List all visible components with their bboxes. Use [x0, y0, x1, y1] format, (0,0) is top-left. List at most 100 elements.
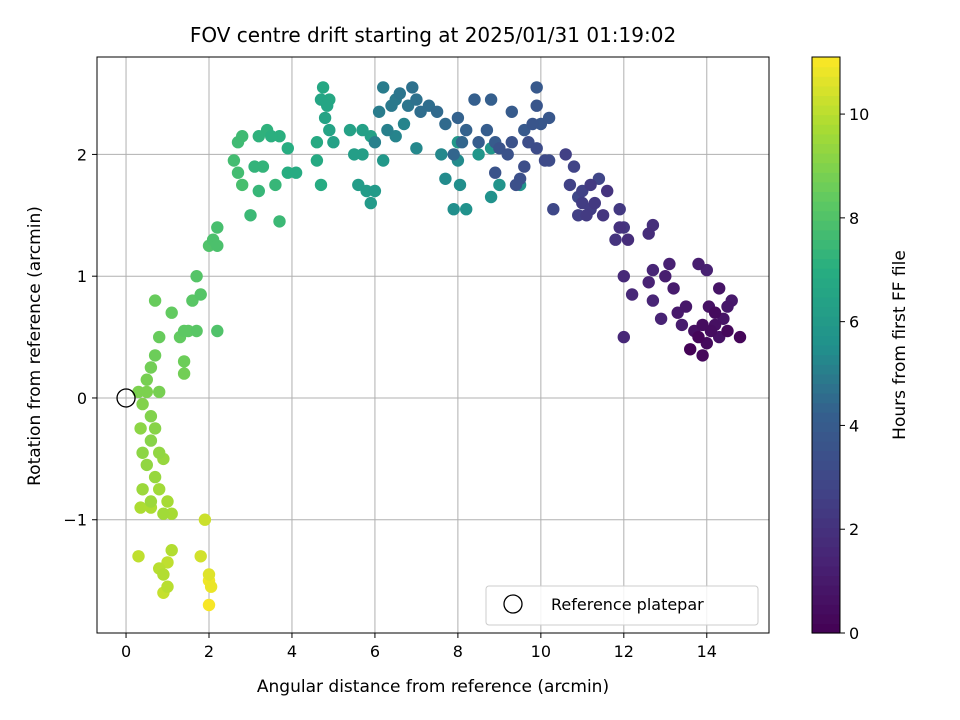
data-point [385, 99, 398, 112]
data-point [518, 160, 531, 173]
colorbar-segment [812, 594, 840, 605]
data-point [692, 257, 705, 271]
data-point [132, 385, 145, 399]
data-point [493, 178, 506, 192]
legend-marker-reference [503, 594, 523, 614]
data-point [316, 81, 330, 94]
data-point [165, 544, 178, 557]
data-point [194, 288, 207, 301]
colorbar-segment [812, 57, 840, 68]
colorbar-segment [812, 249, 840, 260]
colorbar-segment [812, 229, 840, 240]
colorbar-segment [812, 354, 840, 365]
colorbar-segment [812, 210, 840, 221]
data-point [265, 130, 278, 143]
data-point [484, 93, 498, 106]
data-point [654, 312, 668, 325]
x-tick-label: 6 [370, 642, 380, 661]
y-tick-label: −1 [63, 511, 87, 530]
data-point [530, 99, 543, 112]
colorbar-segment [812, 306, 840, 317]
colorbar-tick-label: 6 [849, 313, 859, 332]
colorbar-segment [812, 133, 840, 144]
x-tick-label: 12 [614, 642, 634, 661]
data-point [484, 190, 498, 204]
colorbar-segment [812, 623, 840, 634]
data-point [381, 123, 394, 137]
data-point [310, 136, 324, 149]
data-point [721, 324, 734, 338]
data-point [377, 154, 390, 167]
data-point [397, 117, 411, 131]
data-point [153, 483, 166, 496]
colorbar-segment [812, 172, 840, 183]
data-point [153, 330, 166, 344]
data-point [439, 172, 452, 185]
colorbar-segment [812, 508, 840, 519]
data-point [144, 495, 158, 508]
data-point [451, 111, 465, 125]
x-tick-label: 8 [453, 642, 463, 661]
colorbar-segment [812, 556, 840, 567]
data-point [468, 93, 481, 106]
colorbar-segment [812, 393, 840, 404]
colorbar-segment [812, 85, 840, 96]
colorbar-segment [812, 277, 840, 288]
colorbar-segment [812, 373, 840, 384]
colorbar-segment [812, 575, 840, 586]
data-point [621, 233, 635, 246]
colorbar-segment [812, 153, 840, 164]
colorbar-segment [812, 441, 840, 452]
colorbar-tick-label: 10 [849, 105, 869, 124]
legend-label-reference: Reference platepar [551, 595, 704, 614]
data-point [231, 166, 245, 179]
data-point [509, 178, 523, 192]
data-point [613, 221, 626, 234]
colorbar-segment [812, 585, 840, 596]
data-point [453, 178, 467, 192]
data-point [314, 93, 328, 106]
colorbar-segment [812, 527, 840, 538]
data-point [343, 123, 357, 137]
data-point [696, 318, 709, 332]
colorbar-segment [812, 95, 840, 106]
data-point [252, 130, 265, 143]
colorbar-segment [812, 124, 840, 135]
plot-frame [96, 56, 770, 634]
data-point [281, 142, 294, 155]
colorbar-segment [812, 162, 840, 173]
data-point [646, 294, 660, 307]
data-point [505, 105, 518, 119]
colorbar-segment [812, 460, 840, 471]
colorbar-segment [812, 498, 840, 509]
data-point [148, 422, 162, 435]
data-point [161, 580, 174, 593]
colorbar-segment [812, 143, 840, 154]
data-point [596, 209, 610, 222]
colorbar-segment [812, 181, 840, 192]
colorbar-segment [812, 220, 840, 231]
data-point [372, 105, 386, 119]
data-point [211, 324, 224, 338]
data-point [542, 111, 556, 125]
data-point [134, 501, 147, 514]
data-point [190, 270, 203, 283]
data-point [530, 81, 543, 94]
data-point [721, 300, 734, 313]
data-point [667, 282, 680, 295]
data-point [435, 148, 448, 161]
data-point [447, 203, 460, 216]
data-point [136, 397, 149, 411]
data-point [601, 184, 614, 198]
data-point [323, 123, 336, 137]
y-tick-label: 2 [77, 145, 87, 164]
data-point [310, 154, 324, 167]
colorbar-tick-label: 0 [849, 624, 859, 643]
data-point [713, 282, 726, 295]
colorbar-segment [812, 412, 840, 423]
data-point [472, 136, 485, 149]
data-point [538, 154, 552, 167]
data-point [625, 288, 639, 301]
data-point [252, 184, 265, 198]
